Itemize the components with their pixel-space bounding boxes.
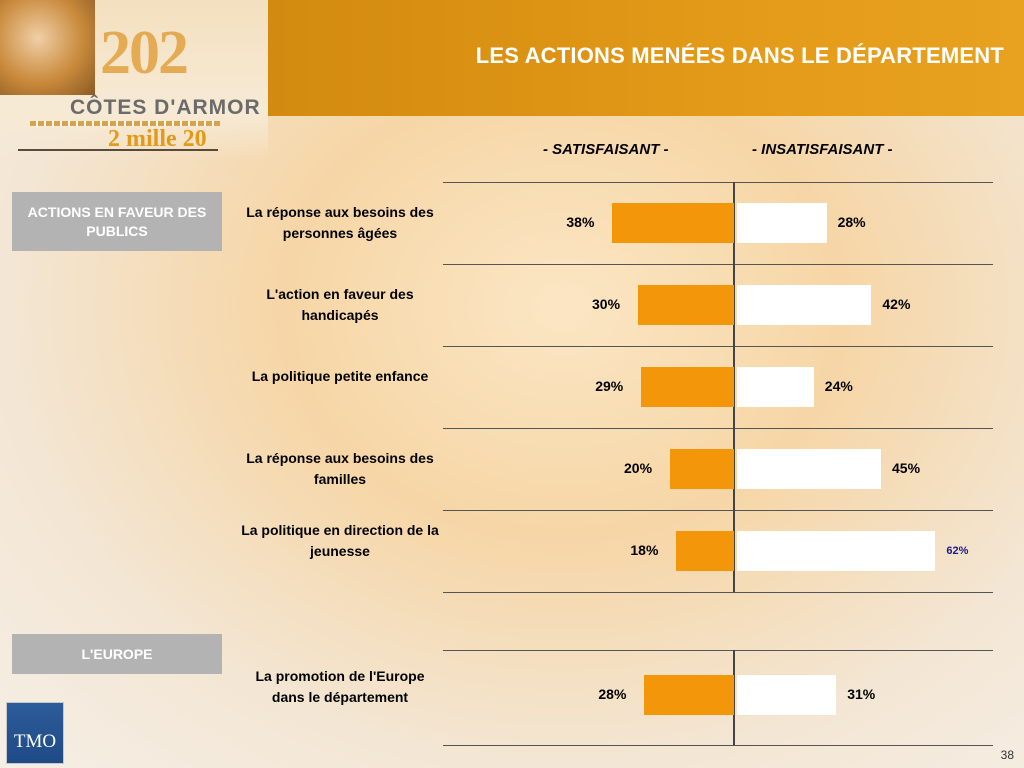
bar-satisfied bbox=[641, 367, 734, 407]
logo-photo bbox=[0, 0, 95, 95]
bar-unsatisfied bbox=[737, 675, 837, 715]
grid-line bbox=[443, 650, 993, 651]
label-unsatisfied: 31% bbox=[847, 686, 876, 702]
axis-center-line bbox=[733, 650, 735, 745]
tmo-logo: TMO bbox=[6, 702, 64, 764]
grid-line bbox=[443, 428, 993, 429]
bar-unsatisfied bbox=[737, 367, 814, 407]
category-label: La promotion de l'Europe dans le départe… bbox=[255, 668, 425, 705]
bar-unsatisfied bbox=[737, 531, 936, 571]
label-satisfied: 18% bbox=[630, 542, 659, 558]
logo-tagline: 2 mille 20 bbox=[108, 126, 207, 152]
category-label: La politique petite enfance bbox=[251, 368, 429, 384]
grid-line bbox=[443, 510, 993, 511]
bar-unsatisfied bbox=[737, 203, 827, 243]
grid-line bbox=[443, 264, 993, 265]
column-header-satisfied: - SATISFAISANT - bbox=[543, 141, 669, 158]
label-unsatisfied: 24% bbox=[824, 378, 853, 394]
grid-line bbox=[443, 745, 993, 746]
column-header-unsatisfied: - INSATISFAISANT - bbox=[752, 141, 893, 158]
bar-satisfied bbox=[638, 285, 734, 325]
grid-line bbox=[443, 346, 993, 347]
label-satisfied: 20% bbox=[624, 460, 653, 476]
label-satisfied: 30% bbox=[592, 296, 621, 312]
bar-satisfied bbox=[670, 449, 734, 489]
page-number: 38 bbox=[1000, 748, 1014, 762]
label-unsatisfied: 62% bbox=[946, 545, 969, 557]
grid-line bbox=[443, 592, 993, 593]
category-label: La politique en direction de la jeunesse bbox=[241, 522, 439, 559]
bar-satisfied bbox=[612, 203, 734, 243]
bar-unsatisfied bbox=[737, 285, 872, 325]
category-label: La réponse aux besoins des personnes âgé… bbox=[246, 204, 434, 241]
logo-region: CÔTES D'ARMOR bbox=[70, 96, 261, 119]
page-title: LES ACTIONS MENÉES DANS LE DÉPARTEMENT bbox=[475, 43, 1004, 68]
bar-satisfied bbox=[644, 675, 734, 715]
label-unsatisfied: 28% bbox=[837, 214, 866, 230]
logo-years-strip bbox=[30, 121, 220, 126]
grid-line bbox=[443, 182, 993, 183]
label-satisfied: 28% bbox=[598, 686, 627, 702]
label-satisfied: 38% bbox=[566, 214, 595, 230]
section-publics: ACTIONS EN FAVEUR DES PUBLICS bbox=[12, 192, 222, 251]
category-label: La réponse aux besoins des familles bbox=[246, 450, 434, 487]
bar-unsatisfied bbox=[737, 449, 881, 489]
label-unsatisfied: 45% bbox=[892, 460, 921, 476]
logo-underline bbox=[18, 149, 218, 151]
label-satisfied: 29% bbox=[595, 378, 624, 394]
label-unsatisfied: 42% bbox=[882, 296, 911, 312]
category-label: L'action en faveur des handicapés bbox=[266, 286, 414, 323]
section-europe: L'EUROPE bbox=[12, 634, 222, 674]
brand-logo: 202 CÔTES D'ARMOR 2 mille 20 bbox=[0, 0, 268, 160]
header-band: LES ACTIONS MENÉES DANS LE DÉPARTEMENT bbox=[268, 0, 1024, 116]
axis-center-line bbox=[733, 182, 735, 592]
logo-year: 202 bbox=[100, 19, 189, 87]
bar-satisfied bbox=[676, 531, 734, 571]
